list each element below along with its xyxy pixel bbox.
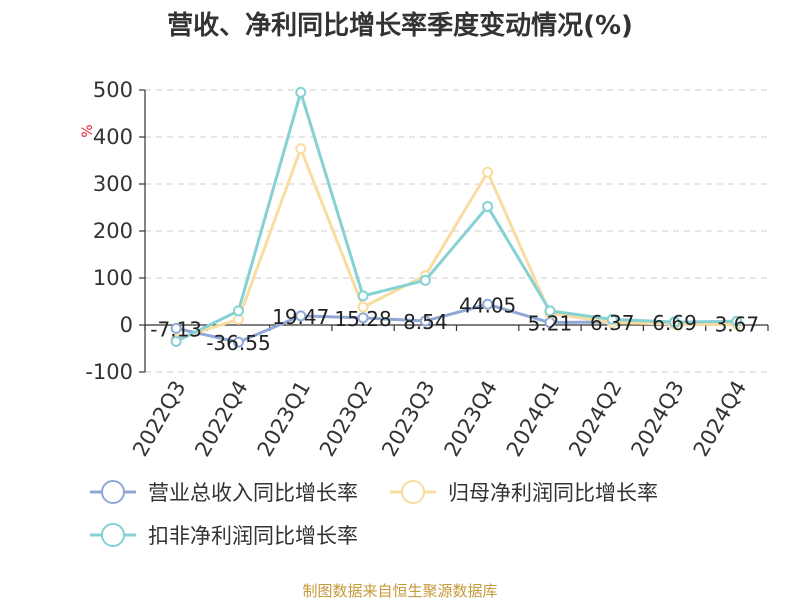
data-point: [482, 298, 494, 310]
legend-label: 归母净利润同比增长率: [448, 481, 658, 505]
data-point: [232, 336, 244, 348]
data-label: 3.67: [715, 312, 760, 336]
data-point: [295, 143, 307, 155]
data-label: 15.28: [334, 307, 391, 331]
source-note: 制图数据来自恒生聚源数据库: [302, 582, 497, 600]
data-point: [295, 86, 307, 98]
chart-title: 营收、净利同比增长率季度变动情况(%): [167, 10, 633, 41]
legend-label: 扣非净利润同比增长率: [148, 524, 358, 548]
data-point: [731, 315, 743, 327]
data-label: -7.13: [150, 317, 202, 341]
legend-swatch-marker: [101, 480, 125, 504]
y-tick-label: 200: [93, 219, 133, 243]
data-label: 5.21: [528, 312, 573, 336]
series-line: [175, 147, 737, 341]
data-point: [170, 322, 182, 334]
data-label: 6.37: [590, 311, 635, 335]
data-point: [357, 301, 369, 313]
y-tick-label: 300: [93, 172, 133, 196]
x-tick-label: 2023Q3: [377, 376, 439, 460]
x-tick-label: 2022Q4: [190, 377, 252, 461]
y-tick-label: 400: [93, 125, 133, 149]
data-label: 8.54: [403, 310, 448, 334]
data-point: [419, 274, 431, 286]
data-point: [419, 315, 431, 327]
series-layer: [170, 86, 743, 348]
legend-swatch-marker: [101, 523, 125, 547]
data-point: [170, 335, 182, 347]
data-point: [232, 305, 244, 317]
x-tick-label: 2024Q1: [502, 377, 564, 461]
series-line: [175, 90, 737, 343]
data-label: 44.05: [459, 293, 516, 317]
data-point: [357, 312, 369, 324]
x-tick-label: 2022Q3: [128, 377, 190, 461]
data-label: 19.47: [272, 305, 329, 329]
y-tick-label: 500: [93, 78, 133, 102]
data-point: [669, 316, 681, 328]
data-label: 6.69: [652, 311, 697, 335]
data-point: [357, 290, 369, 302]
data-point: [606, 313, 618, 325]
x-tick-label: 2024Q3: [626, 377, 688, 461]
y-axis-unit: %: [80, 124, 96, 137]
data-label: -36.55: [206, 331, 270, 355]
y-tick-label: 100: [93, 266, 133, 290]
x-tick-label: 2023Q1: [253, 377, 315, 461]
data-point: [482, 201, 494, 213]
legend-swatch-marker: [401, 480, 425, 504]
data-point: [295, 310, 307, 322]
data-point: [482, 166, 494, 178]
data-point: [544, 305, 556, 317]
y-tick-label: 0: [120, 313, 133, 337]
y-tick-label: -100: [85, 360, 133, 384]
x-tick-label: 2023Q4: [440, 377, 502, 461]
x-tick-label: 2023Q2: [315, 377, 377, 461]
x-tick-label: 2024Q2: [564, 377, 626, 461]
legend-label: 营业总收入同比增长率: [148, 481, 358, 505]
x-tick-label: 2024Q4: [689, 377, 751, 461]
